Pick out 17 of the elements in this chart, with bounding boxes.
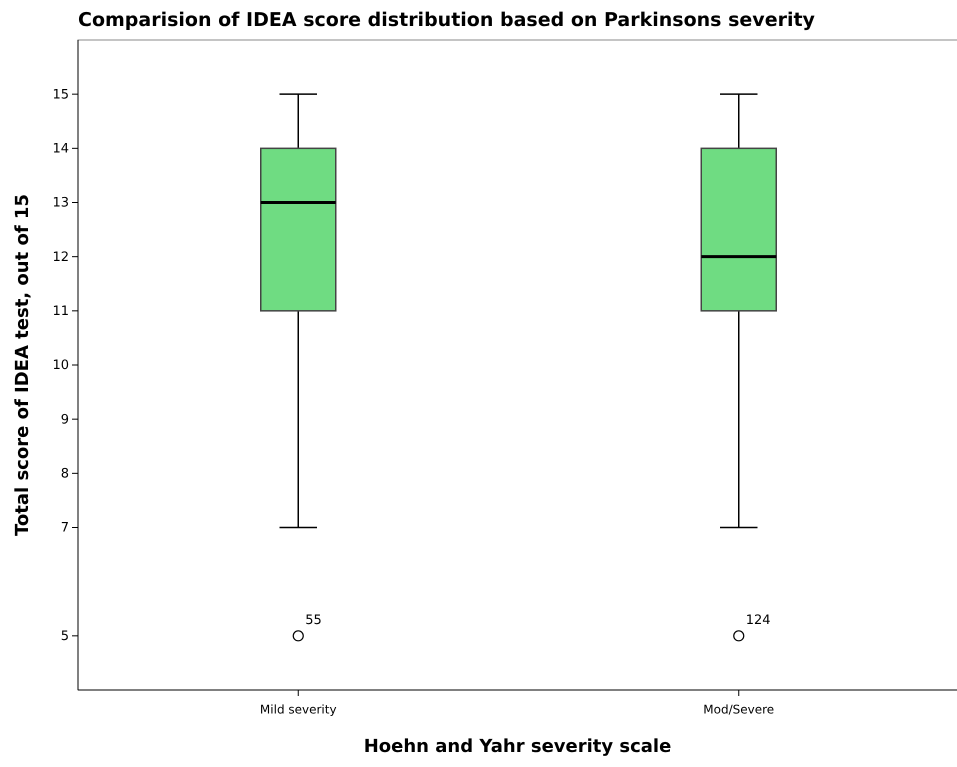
x-axis-title: Hoehn and Yahr severity scale [364,736,672,757]
annotation: 55 [305,612,322,628]
y-tick-label: 11 [52,304,69,319]
y-tick-label: 5 [60,628,69,644]
chart-title: Comparision of IDEA score distribution based on Parkinsons severity [78,9,816,31]
y-tick-label: 14 [52,141,69,156]
y-axis-title: Total score of IDEA test, out of 15 [12,194,33,536]
y-tick-label: 10 [52,358,69,374]
y-tick-label: 13 [52,196,69,211]
y-tick-label: 8 [60,466,69,482]
y-tick-label: 12 [52,250,69,265]
x-tick-label: Mild severity [260,702,337,716]
x-tick-label: Mod/Severe [703,702,774,716]
y-tick-label: 7 [60,520,69,536]
y-tick-label: 9 [60,412,69,428]
annotation: 124 [746,612,771,628]
y-tick-label: 15 [52,87,69,102]
